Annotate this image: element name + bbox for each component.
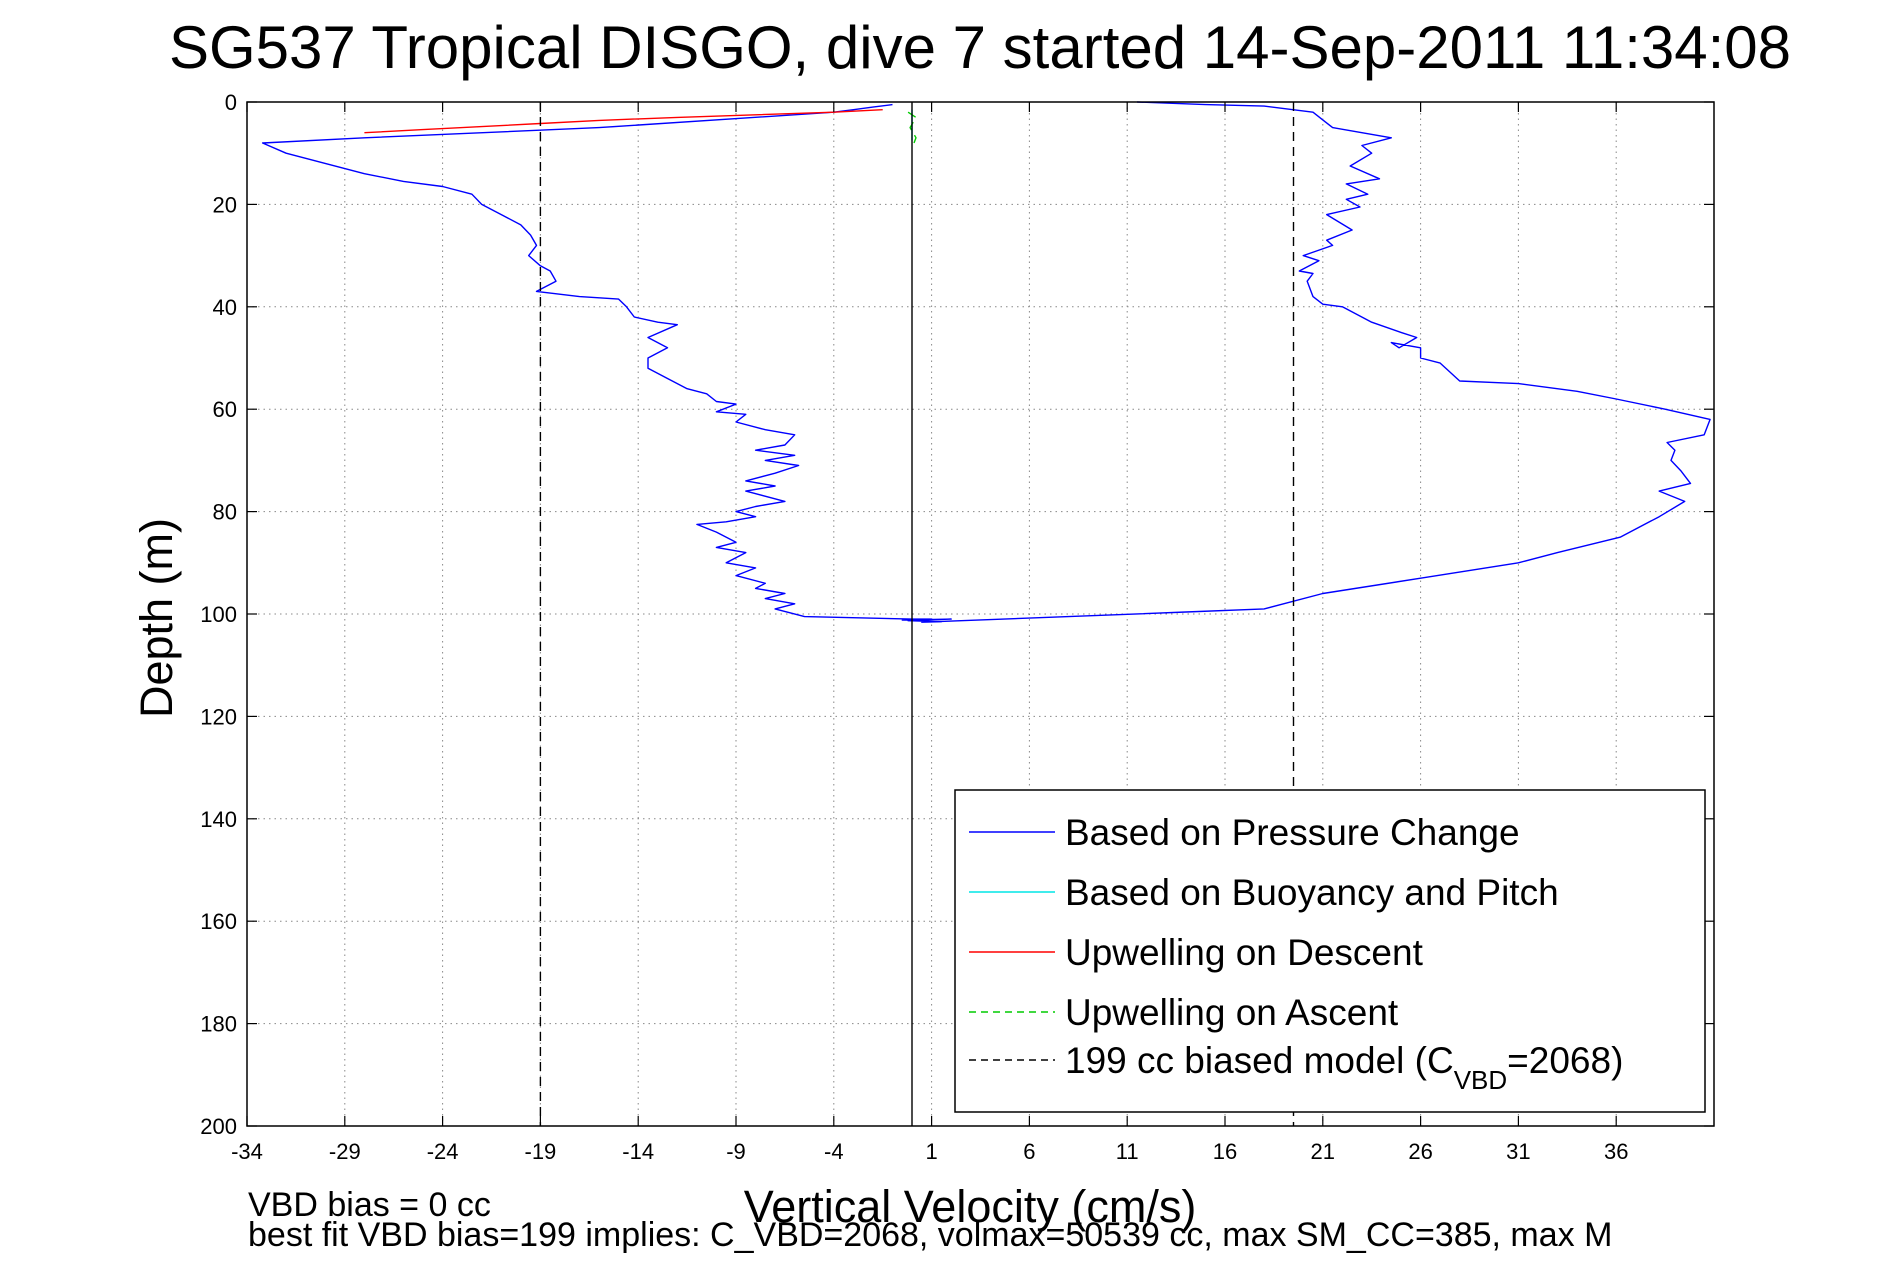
x-tick-label: 11: [1116, 1139, 1139, 1164]
x-tick-label: 16: [1213, 1139, 1237, 1164]
legend-entries: Based on Pressure Change Based on Buoyanc…: [969, 812, 1623, 1095]
legend-label: Upwelling on Descent: [1065, 932, 1424, 973]
y-tick-label: 120: [200, 704, 237, 729]
x-tick-label: -14: [622, 1139, 654, 1164]
x-tick-label: -34: [231, 1139, 263, 1164]
legend-label-tail: =2068): [1507, 1040, 1623, 1081]
y-tick-label: 0: [225, 90, 237, 115]
y-tick-label: 60: [213, 397, 237, 422]
series-upwelling-on-ascent: [907, 111, 917, 144]
y-tick-label: 100: [200, 602, 237, 627]
y-tick-label: 80: [213, 500, 237, 525]
x-tick-label: -24: [427, 1139, 459, 1164]
y-tick-label: 160: [200, 909, 237, 934]
annotation-vbd-bias: VBD bias = 0 cc: [248, 1186, 491, 1224]
legend-label-text: Based on Pressure Change: [1065, 812, 1520, 853]
legend-label: Based on Buoyancy and Pitch: [1065, 872, 1559, 913]
series-based-on-pressure-change: [261, 101, 1711, 623]
chart-title: SG537 Tropical DISGO, dive 7 started 14-…: [169, 14, 1791, 81]
legend-label-text: Upwelling on Ascent: [1065, 992, 1399, 1033]
y-tick-label: 200: [200, 1114, 237, 1139]
y-tick-label: 20: [213, 192, 237, 217]
x-tick-label: 36: [1604, 1139, 1628, 1164]
legend-box: [954, 789, 1706, 1113]
y-tick-label: 40: [213, 295, 237, 320]
x-tick-label: -29: [329, 1139, 361, 1164]
x-tick-label: 6: [1023, 1139, 1035, 1164]
legend-label-text: Based on Buoyancy and Pitch: [1065, 872, 1559, 913]
series-upwelling-on-descent: [364, 109, 883, 134]
y-axis-label: Depth (m): [131, 518, 182, 718]
x-tick-label: -19: [525, 1139, 557, 1164]
legend-label: Based on Pressure Change: [1065, 812, 1520, 853]
series-layer: [261, 101, 1711, 1126]
legend-label-text: 199 cc biased model (C: [1065, 1040, 1454, 1081]
annotation-best-fit: best fit VBD bias=199 implies: C_VBD=206…: [248, 1216, 1612, 1254]
x-tick-label: 1: [925, 1139, 937, 1164]
legend-label-text: Upwelling on Descent: [1065, 932, 1424, 973]
tick-layer: -34 -29 -24 -19 -14 -9 -4 1 6 11 16 21 26 31 360204060…: [200, 90, 1714, 1164]
x-tick-label: 21: [1311, 1139, 1335, 1164]
legend-label: Upwelling on Ascent: [1065, 992, 1399, 1033]
x-tick-label: 31: [1506, 1139, 1530, 1164]
y-tick-label: 180: [200, 1012, 237, 1037]
x-tick-label: -4: [824, 1139, 844, 1164]
legend-label: 199 cc biased model (CVBD=2068): [1065, 1040, 1623, 1095]
x-tick-label: 26: [1408, 1139, 1432, 1164]
x-tick-label: -9: [726, 1139, 746, 1164]
x-axis-label: Vertical Velocity (cm/s): [744, 1181, 1197, 1232]
y-tick-label: 140: [200, 807, 237, 832]
legend-label-subscript: VBD: [1454, 1065, 1507, 1095]
legend: Based on Pressure Change Based on Buoyanc…: [954, 789, 1706, 1113]
